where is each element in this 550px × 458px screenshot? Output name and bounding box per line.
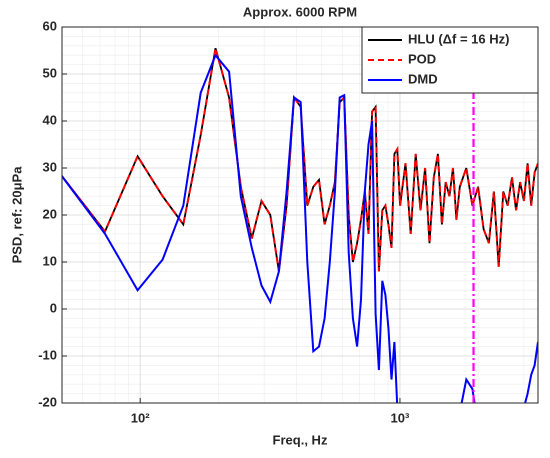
- legend-label: POD: [408, 51, 436, 66]
- y-tick-label: 40: [43, 112, 57, 127]
- y-tick-label: 0: [50, 300, 57, 315]
- y-tick-label: 20: [43, 206, 57, 221]
- y-axis-label: PSD, ref: 20μPa: [9, 166, 24, 264]
- y-tick-label: 60: [43, 18, 57, 33]
- plot-lines: [62, 47, 538, 403]
- legend-label: HLU (Δf = 16 Hz): [408, 31, 509, 46]
- axes-box: [61, 26, 539, 404]
- x-axis-label: Freq., Hz: [273, 432, 328, 447]
- y-tick-label: -10: [38, 347, 57, 362]
- y-tick-label: -20: [38, 394, 57, 409]
- series-line: [62, 47, 538, 272]
- y-tick-label: 50: [43, 65, 57, 80]
- y-tick-label: 10: [43, 253, 57, 268]
- x-tick-label: 10²: [131, 410, 150, 425]
- legend-label: DMD: [408, 71, 438, 86]
- x-tick-label: 10³: [391, 410, 410, 425]
- chart-title: Approx. 6000 RPM: [243, 4, 357, 19]
- series-line: [62, 53, 538, 403]
- y-tick-label: 30: [43, 159, 57, 174]
